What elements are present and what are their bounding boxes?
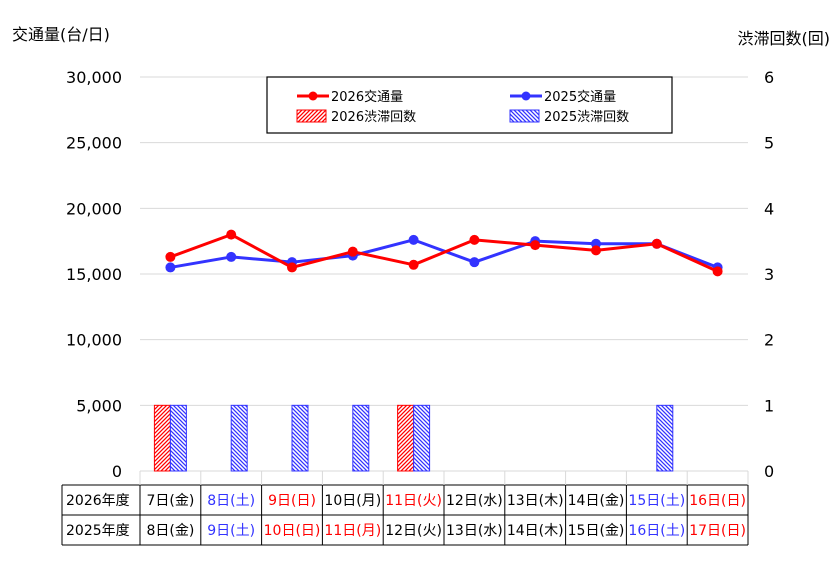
legend-swatch-bar-2025 bbox=[509, 109, 540, 123]
table-date-cell: 9日(日) bbox=[268, 493, 316, 509]
series-2025-traffic-point bbox=[165, 262, 176, 273]
table-date-cell: 14日(木) bbox=[507, 523, 564, 539]
bar-2025-congestion bbox=[413, 404, 431, 472]
table-date-cell: 9日(土) bbox=[207, 523, 255, 539]
legend-label-bar-2025: 2025渋滞回数 bbox=[544, 110, 629, 125]
legend-marker-2025 bbox=[521, 91, 531, 101]
table-date-cell: 11日(火) bbox=[385, 493, 442, 509]
legend-label-line-2025: 2025交通量 bbox=[544, 89, 616, 105]
table-date-cell: 15日(土) bbox=[628, 493, 685, 509]
y-right-tick-label: 4 bbox=[764, 199, 774, 218]
legend-marker-2026 bbox=[308, 91, 318, 101]
y-right-tick-label: 5 bbox=[764, 134, 774, 153]
table-row-label: 2026年度 bbox=[66, 493, 130, 509]
table-date-cell: 12日(水) bbox=[446, 493, 503, 509]
table-date-cell: 14日(金) bbox=[568, 493, 625, 509]
line-series bbox=[165, 229, 723, 277]
y-left-tick-label: 5,000 bbox=[76, 396, 122, 415]
series-2025-traffic-point bbox=[226, 251, 237, 262]
y-left-tick-label: 15,000 bbox=[66, 265, 122, 284]
series-2025-traffic-point bbox=[408, 234, 419, 245]
y-right-tick-label: 2 bbox=[764, 331, 774, 350]
table-date-cell: 8日(土) bbox=[207, 493, 255, 509]
legend-swatch-bar-2026 bbox=[296, 109, 327, 123]
bar-series bbox=[153, 404, 674, 472]
y-right-axis-title: 渋滞回数(回) bbox=[738, 29, 831, 48]
y-left-axis-title: 交通量(台/日) bbox=[12, 25, 110, 44]
legend-label-line-2026: 2026交通量 bbox=[331, 89, 403, 105]
table-date-cell: 10日(日) bbox=[264, 523, 321, 539]
bar-2025-congestion bbox=[169, 404, 187, 472]
bar-2025-congestion bbox=[230, 404, 248, 472]
table-date-cell: 17日(日) bbox=[689, 523, 746, 539]
table-date-cell: 13日(木) bbox=[507, 493, 564, 509]
series-2026-traffic-point bbox=[226, 229, 237, 240]
table-row-label: 2025年度 bbox=[66, 523, 130, 539]
series-2026-traffic-point bbox=[712, 266, 723, 277]
series-2026-traffic-point bbox=[651, 238, 662, 249]
y-left-tick-label: 20,000 bbox=[66, 199, 122, 218]
bar-2026-congestion bbox=[397, 404, 415, 472]
bar-2025-congestion bbox=[656, 404, 674, 472]
legend-box bbox=[266, 76, 673, 134]
y-left-ticks: 0 5,000 10,000 15,000 20,000 25,000 30,000 bbox=[66, 68, 122, 481]
table-date-cell: 16日(土) bbox=[628, 523, 685, 539]
y-right-ticks: 0 1 2 3 4 5 6 bbox=[764, 68, 774, 481]
table-date-cell: 10日(月) bbox=[324, 493, 381, 509]
series-2026-traffic-point bbox=[347, 246, 358, 257]
series-2026-traffic-point bbox=[287, 262, 297, 273]
y-right-tick-label: 6 bbox=[764, 68, 774, 87]
series-2026-traffic-point bbox=[469, 234, 480, 245]
y-right-tick-label: 1 bbox=[764, 396, 774, 415]
y-left-tick-label: 0 bbox=[112, 462, 122, 481]
table-date-cell: 16日(日) bbox=[689, 493, 746, 509]
date-table: 2026年度 7日(金) 8日(土) 9日(日) 10日(月) 11日(火) 12日(水) 1… bbox=[61, 471, 749, 546]
table-date-cell: 13日(水) bbox=[446, 523, 503, 539]
bar-2025-congestion bbox=[291, 404, 309, 472]
table-date-cell: 7日(金) bbox=[146, 493, 194, 509]
y-right-tick-label: 3 bbox=[764, 265, 774, 284]
bar-2025-congestion bbox=[352, 404, 370, 472]
y-right-tick-label: 0 bbox=[764, 462, 774, 481]
y-left-tick-label: 30,000 bbox=[66, 68, 122, 87]
table-date-cell: 11日(月) bbox=[324, 523, 381, 539]
table-date-cell: 15日(金) bbox=[568, 523, 625, 539]
bar-2026-congestion bbox=[153, 404, 171, 472]
y-left-tick-label: 25,000 bbox=[66, 134, 122, 153]
series-2026-traffic-point bbox=[408, 259, 419, 270]
series-2026-traffic-point bbox=[530, 240, 541, 251]
series-2026-traffic-point bbox=[591, 245, 601, 256]
legend: 2026交通量 2025交通量 2026渋滞回数 2025渋滞回数 bbox=[266, 76, 673, 134]
series-2026-traffic-point bbox=[165, 251, 176, 262]
table-date-cell: 12日(火) bbox=[385, 523, 442, 539]
legend-label-bar-2026: 2026渋滞回数 bbox=[331, 110, 416, 125]
series-2026-traffic-line bbox=[169, 233, 719, 273]
table-date-cell: 8日(金) bbox=[146, 523, 194, 539]
y-left-tick-label: 10,000 bbox=[66, 331, 122, 350]
series-2025-traffic-point bbox=[469, 257, 480, 268]
